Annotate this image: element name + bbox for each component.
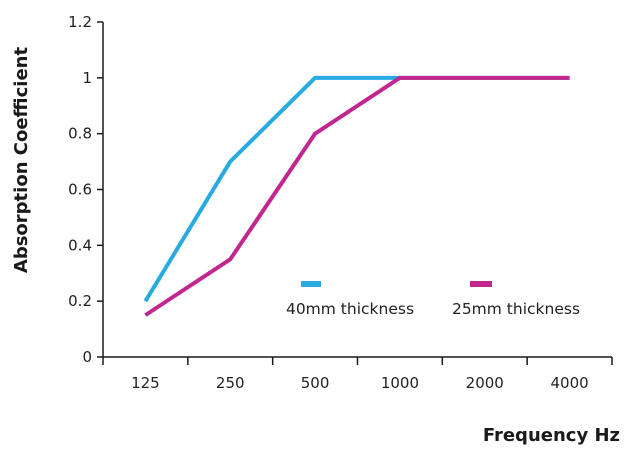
x-tick-label: 1000 (381, 374, 419, 392)
y-tick-label: 1.2 (68, 13, 92, 31)
y-ticks: 0 0.2 0.4 0.6 0.8 1 1.2 (68, 13, 103, 366)
x-tick-label: 500 (301, 374, 330, 392)
series-layer (143, 75, 570, 317)
legend-label-25mm: 25mm thickness (452, 300, 580, 318)
y-tick-label: 0.6 (68, 181, 92, 199)
y-axis-title: Absorption Coefficient (11, 47, 32, 274)
y-tick-label: 1 (82, 69, 92, 87)
x-ticks: 125 250 500 1000 2000 4000 (102, 357, 613, 392)
legend: 40mm thickness 25mm thickness (286, 281, 580, 318)
series-line-40mm (143, 75, 570, 303)
x-tick-label: 2000 (466, 374, 504, 392)
series-line-25mm (144, 75, 570, 317)
y-tick-label: 0.4 (68, 236, 92, 254)
x-tick-label: 250 (216, 374, 245, 392)
y-tick-label: 0.2 (68, 292, 92, 310)
legend-label-40mm: 40mm thickness (286, 300, 414, 318)
x-tick-label: 4000 (550, 374, 588, 392)
y-tick-label: 0.8 (68, 125, 92, 143)
x-axis-title: Frequency Hz (483, 425, 620, 446)
x-tick-label: 125 (131, 374, 160, 392)
y-tick-label: 0 (82, 348, 92, 366)
